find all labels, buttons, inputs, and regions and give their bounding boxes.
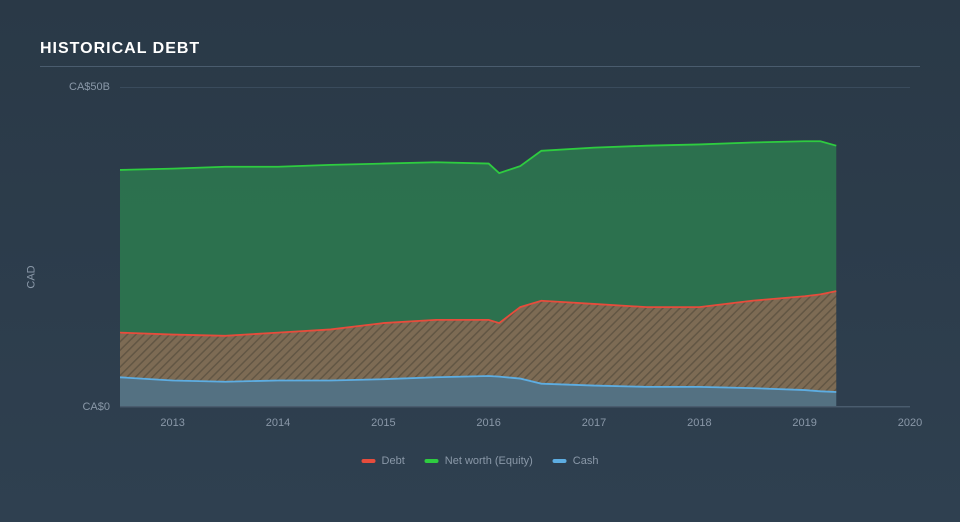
legend: Debt Net worth (Equity) Cash — [362, 455, 599, 467]
x-tick: 2017 — [582, 417, 606, 429]
x-tick: 2013 — [160, 417, 184, 429]
y-tick: CA$0 — [82, 401, 110, 413]
chart-container: HISTORICAL DEBT CAD Debt Net worth (Equit… — [0, 0, 960, 522]
x-tick: 2018 — [687, 417, 711, 429]
legend-item: Cash — [553, 455, 599, 467]
gridline — [120, 407, 910, 408]
plot-area — [120, 87, 910, 407]
chart-svg — [120, 87, 910, 406]
legend-label: Debt — [382, 455, 405, 467]
x-tick: 2015 — [371, 417, 395, 429]
legend-item: Net worth (Equity) — [425, 455, 533, 467]
legend-swatch — [425, 459, 439, 463]
chart-wrap: CAD DebtNet worth (Equity)Cash CA$0CA$50… — [40, 87, 920, 467]
chart-title: HISTORICAL DEBT — [40, 40, 920, 67]
y-tick: CA$50B — [69, 81, 110, 93]
x-tick: 2019 — [792, 417, 816, 429]
y-axis-label: CAD — [26, 265, 38, 288]
legend-swatch — [362, 459, 376, 463]
gridline — [120, 87, 910, 88]
legend-label: Cash — [573, 455, 599, 467]
x-tick: 2016 — [476, 417, 500, 429]
legend-label: Net worth (Equity) — [445, 455, 533, 467]
legend-item: Debt — [362, 455, 405, 467]
x-tick: 2020 — [898, 417, 922, 429]
x-tick: 2014 — [266, 417, 290, 429]
legend-swatch — [553, 459, 567, 463]
